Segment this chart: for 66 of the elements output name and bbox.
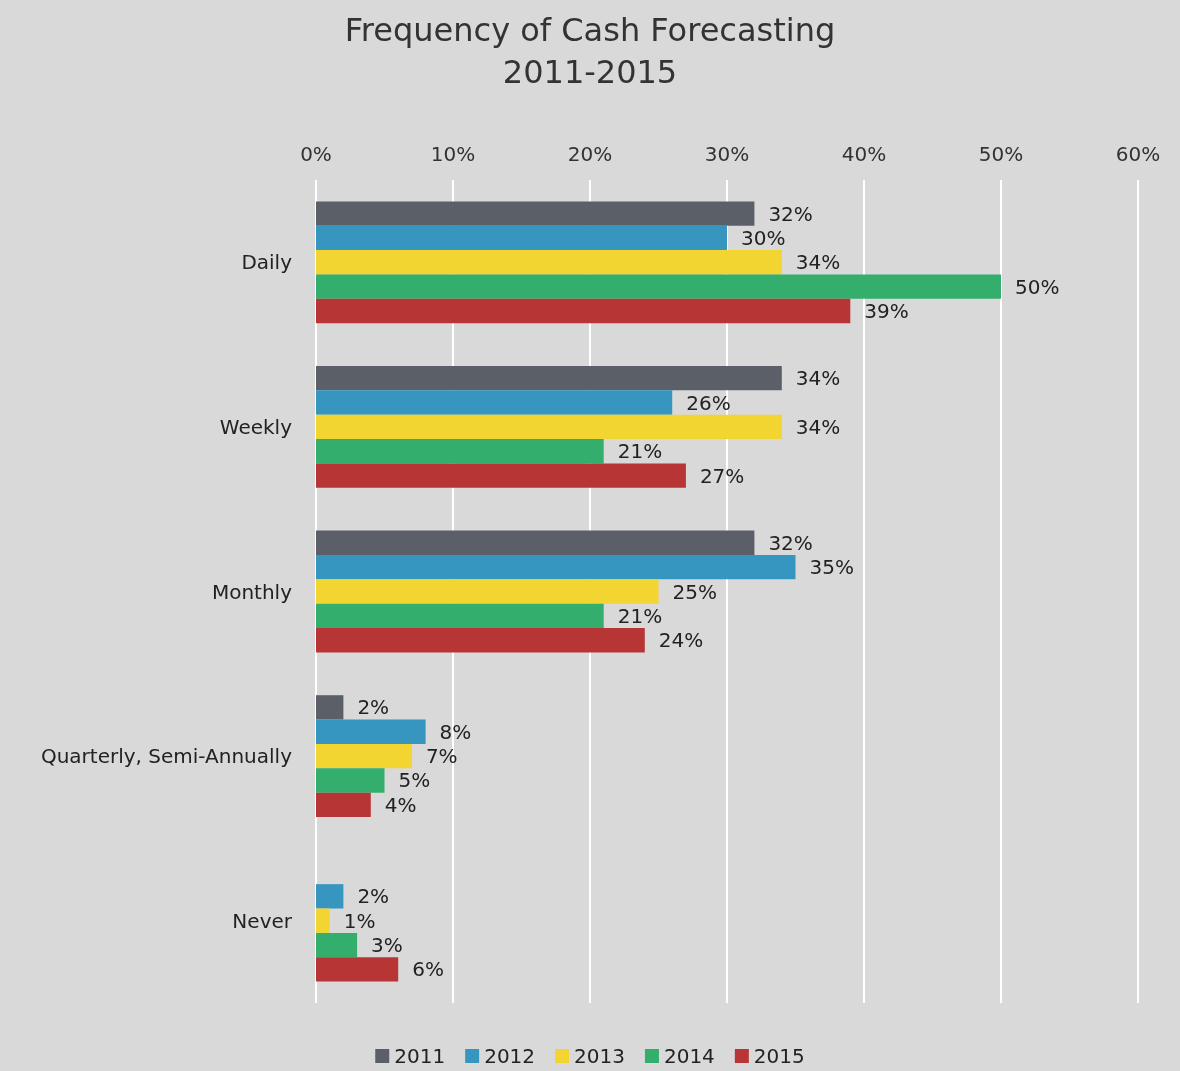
data-label: 34% xyxy=(795,366,841,391)
data-label: 50% xyxy=(1015,274,1060,299)
bar xyxy=(316,932,358,958)
data-label: 1% xyxy=(343,908,376,933)
y-tick-label: Quarterly, Semi-Annually xyxy=(40,744,293,769)
data-label: 30% xyxy=(741,225,786,250)
data-label: 32% xyxy=(768,201,813,226)
y-tick-label: Monthly xyxy=(211,579,293,604)
data-label: 2% xyxy=(357,695,390,720)
legend-label: 2013 xyxy=(574,1044,625,1068)
x-tick-label: 0% xyxy=(300,142,332,166)
data-label: 5% xyxy=(398,768,431,793)
bar xyxy=(316,225,727,251)
bar xyxy=(316,719,426,744)
legend-label: 2012 xyxy=(484,1044,536,1068)
bar xyxy=(316,603,604,629)
data-label: 34% xyxy=(795,250,841,275)
data-label: 3% xyxy=(371,933,403,958)
bar xyxy=(316,530,755,555)
data-label: 6% xyxy=(412,957,444,982)
data-label: 39% xyxy=(864,299,909,324)
data-label: 21% xyxy=(617,439,663,464)
bar xyxy=(316,366,782,391)
bar xyxy=(316,250,782,275)
data-label: 7% xyxy=(425,744,458,769)
bar xyxy=(316,201,755,226)
x-tick-label: 50% xyxy=(978,142,1024,166)
bar xyxy=(316,908,330,933)
data-label: 27% xyxy=(699,463,745,488)
data-label: 24% xyxy=(658,628,704,653)
bar xyxy=(316,554,796,580)
bar xyxy=(316,628,645,653)
bar xyxy=(316,298,851,324)
legend-label: 2015 xyxy=(753,1044,805,1068)
x-tick-label: 10% xyxy=(430,142,476,166)
bar xyxy=(316,884,344,909)
y-tick-label: Weekly xyxy=(219,414,293,439)
data-label: 2% xyxy=(357,884,390,909)
chart-title: Frequency of Cash Forecasting 2011-2015 xyxy=(344,11,836,91)
bar xyxy=(316,695,344,720)
data-label: 21% xyxy=(617,603,663,628)
bar xyxy=(316,463,686,488)
y-tick-label: Daily xyxy=(241,250,293,275)
bar xyxy=(316,579,659,604)
bar xyxy=(316,439,604,464)
bar xyxy=(316,390,673,415)
data-label: 34% xyxy=(795,414,841,439)
legend-label: 2014 xyxy=(663,1044,715,1068)
data-label: 26% xyxy=(686,390,731,415)
x-tick-label: 20% xyxy=(567,142,613,166)
bar xyxy=(316,957,399,982)
x-tick-label: 40% xyxy=(841,142,887,166)
data-label: 35% xyxy=(809,555,854,580)
x-tick-label: 60% xyxy=(1115,142,1161,166)
bar xyxy=(316,274,1001,299)
bar xyxy=(316,743,412,769)
x-tick-label: 30% xyxy=(704,142,750,166)
legend-label: 2011 xyxy=(394,1044,446,1068)
data-label: 25% xyxy=(672,579,717,604)
data-label: 4% xyxy=(384,792,417,817)
data-label: 32% xyxy=(768,530,813,555)
y-tick-label: Never xyxy=(232,908,293,933)
bar xyxy=(316,768,385,793)
bar xyxy=(316,414,782,440)
bar xyxy=(316,792,371,817)
data-label: 8% xyxy=(439,719,472,744)
